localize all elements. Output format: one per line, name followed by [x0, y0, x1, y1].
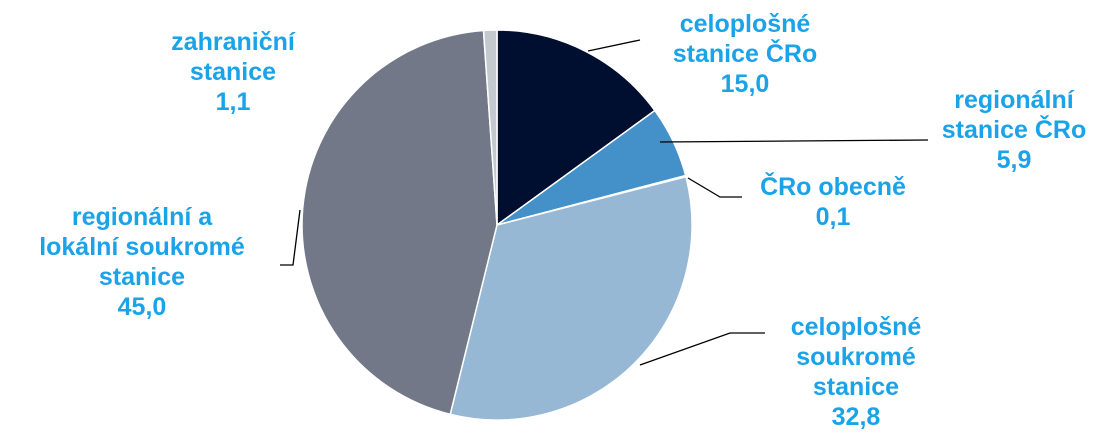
slice-category-label: stanice: [190, 58, 276, 86]
slice-category-label: zahraniční: [171, 28, 296, 56]
leader-lines-layer: [280, 39, 929, 366]
slice-value-label: 45,0: [118, 293, 167, 321]
slice-category-label: celoplošné: [680, 10, 811, 38]
slice-category-label: stanice ČRo: [673, 38, 817, 68]
slice-label-regionalni-lokalni-soukrome: regionální a lokální soukromé stanice 45,0: [39, 203, 245, 321]
leader-line-regionalni-lokalni-soukrome: [280, 209, 301, 266]
slice-category-label: lokální soukromé: [39, 233, 245, 261]
slice-label-celoplosne-soukrome: celoplošné soukromé stanice 32,8: [791, 313, 922, 431]
slice-category-label: regionální: [954, 86, 1075, 114]
slice-value-label: 15,0: [721, 70, 770, 98]
slice-value-label: 5,9: [997, 146, 1032, 174]
slice-label-zahranicni: zahraniční stanice 1,1: [171, 28, 296, 116]
slice-label-cro-obecne: ČRo obecně 0,1: [760, 171, 906, 231]
slices-layer: [301, 29, 693, 421]
slice-category-label: celoplošné: [791, 313, 922, 341]
slice-category-label: ČRo obecně: [760, 171, 906, 201]
slice-label-regionalni-cro: regionální stanice ČRo 5,9: [942, 86, 1086, 174]
slice-category-label: regionální a: [72, 203, 213, 231]
leader-line-celoplosne-cro: [587, 39, 641, 52]
leader-line-regionalni-cro: [659, 139, 929, 143]
pie-slice-celoplosne-soukrome: [449, 175, 693, 421]
slice-category-label: soukromé: [796, 343, 916, 371]
slice-value-label: 32,8: [832, 403, 881, 431]
slice-label-celoplosne-cro: celoplošné stanice ČRo 15,0: [673, 10, 817, 98]
slice-value-label: 1,1: [216, 88, 251, 116]
leader-line-cro-obecne: [687, 177, 742, 198]
pie-slice-zahranicni: [482, 29, 498, 226]
slice-value-label: 0,1: [816, 203, 851, 231]
slice-category-label: stanice: [99, 263, 185, 291]
pie-slice-celoplosne-cro: [496, 29, 656, 227]
pie-slice-regionalni-lokalni-soukrome: [301, 29, 498, 416]
slice-category-label: stanice ČRo: [942, 114, 1086, 144]
slice-category-label: stanice: [813, 373, 899, 401]
leader-line-celoplosne-soukrome: [639, 332, 765, 366]
